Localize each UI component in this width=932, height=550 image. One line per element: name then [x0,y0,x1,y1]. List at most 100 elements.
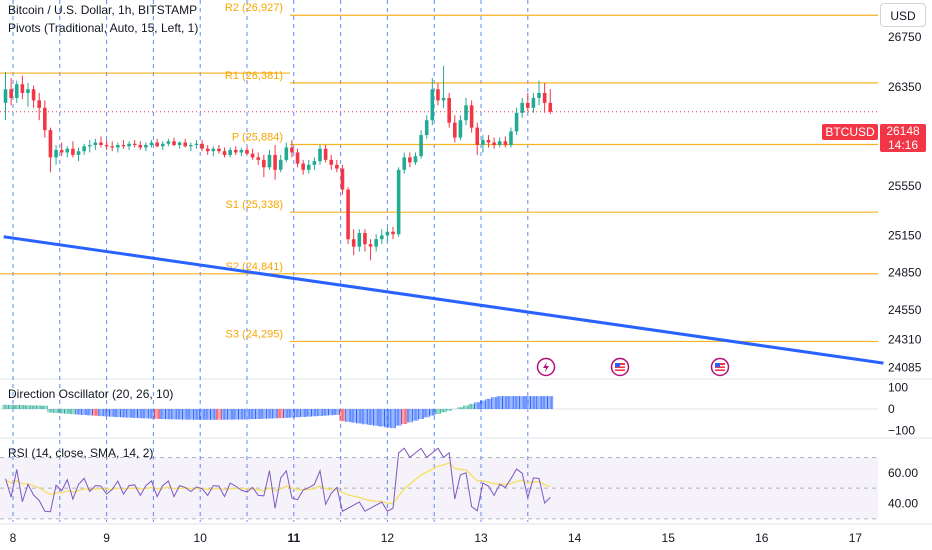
trendline [3,235,884,365]
candle [267,149,272,170]
candle [189,142,193,152]
candle [99,136,103,148]
candle [43,100,47,138]
candle-body [138,145,143,148]
candle [514,107,519,136]
candle-body [374,239,378,247]
candle [149,140,154,148]
candle-body [256,157,261,160]
candle [458,115,463,141]
candle-body [306,164,311,170]
time-axis-label: 17 [849,531,863,545]
candle-body [278,159,283,170]
candle-body [452,122,457,138]
candle-body [155,142,159,147]
bar-countdown: 14:16 [887,138,919,152]
candle-body [509,131,513,146]
candle-body [424,120,429,136]
candle-body [335,164,339,169]
candle-body [9,89,13,98]
candle-body [514,112,519,132]
candle-body [385,231,390,236]
candle-body [31,89,36,101]
candle [385,228,390,242]
candle [132,140,137,148]
candle-body [200,143,204,149]
candle [436,83,440,106]
direction-oscillator-label[interactable]: Direction Oscillator (20, 26, 10) [8,387,174,401]
candle-body [262,159,266,168]
candle-body [211,148,216,152]
candle [419,130,423,159]
time-axis-label: 8 [10,531,17,545]
candle [211,146,216,157]
candle [273,145,277,180]
flag-stripe [715,368,725,370]
pivot-label: R2 (26,927) [225,2,283,14]
pivots-indicator-label[interactable]: Pivots (Traditional, Auto, 15, Left, 1) [8,21,199,35]
candle [87,140,92,153]
candle-body [37,100,42,108]
candle [14,80,19,103]
time-axis-label: 11 [287,531,300,545]
candle-body [548,102,553,112]
rsi-ma-line [5,462,551,505]
candle [284,142,289,163]
rsi-line [5,447,551,513]
candle-body [318,148,322,162]
candle-body [469,105,474,128]
price-axis-label: 26750 [888,30,922,44]
candle-body [217,148,221,152]
candle [48,127,53,173]
candle-body [54,149,58,158]
candle-body [82,146,86,152]
candle [3,71,8,121]
price-axis-label: 24085 [888,360,922,374]
candle-body [340,168,345,190]
candle-body [436,89,440,101]
candle-body [144,145,148,148]
candle [110,141,115,152]
candle [76,147,81,162]
price-axis-label: 24850 [888,266,922,280]
price-axis-label: 26350 [888,80,922,94]
pivot-label: S1 (25,338) [226,199,283,211]
candle-body [127,143,131,147]
candle [290,140,294,158]
candle-body [48,130,53,158]
candle-body [430,89,435,121]
candle [104,140,109,150]
candle [379,229,384,245]
candle [492,137,496,149]
candle-body [87,145,92,147]
candle-body [413,156,418,163]
candle-body [492,142,496,146]
candle [408,152,412,168]
candle-body [228,149,232,155]
candle-body [419,135,423,157]
candle [205,145,210,155]
candle-body [116,145,120,148]
candle-body [26,89,30,93]
candle [548,89,553,115]
candle [217,145,221,154]
candle [346,187,350,245]
candle-body [149,142,154,146]
candle [278,154,283,173]
rsi-indicator-label[interactable]: RSI (14, close, SMA, 14, 2) [8,446,154,460]
candle [526,92,530,112]
candle-body [396,169,401,235]
candle [200,140,204,152]
currency-button[interactable]: USD [880,3,926,27]
candle-body [351,239,356,247]
candle [424,115,429,139]
candle-body [245,149,249,154]
candle-body [368,244,373,247]
candle [59,142,64,157]
candle [31,85,36,108]
chart-title: Bitcoin / U.S. Dollar, 1h, BITSTAMP [8,3,198,17]
candle-body [132,143,137,146]
candle-body [93,142,98,146]
candle [245,146,249,155]
